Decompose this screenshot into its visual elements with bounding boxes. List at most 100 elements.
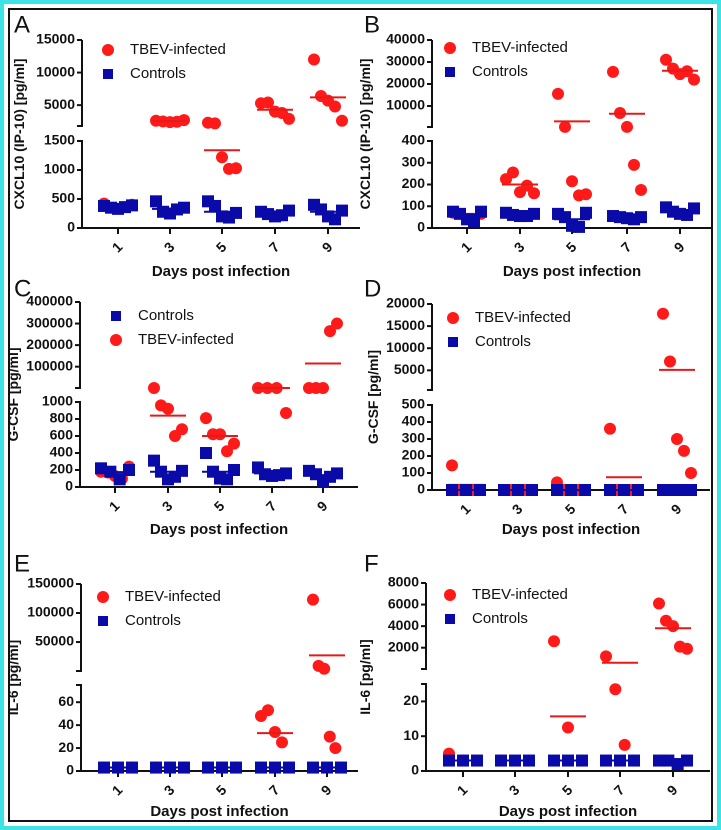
y-tick-label: 15000 xyxy=(36,31,75,47)
x-tick-label: 7 xyxy=(263,498,280,515)
y-tick-label: 200000 xyxy=(26,336,73,352)
infected-point xyxy=(148,382,160,394)
legend-marker-controls xyxy=(448,337,458,347)
x-tick-label: 5 xyxy=(213,239,230,256)
control-point xyxy=(113,473,126,486)
x-tick-label: 9 xyxy=(668,501,685,518)
legend-label: Controls xyxy=(475,333,531,350)
y-tick-label: 60 xyxy=(58,693,74,709)
y-tick-label: 1500 xyxy=(44,132,75,148)
infected-point xyxy=(548,635,560,648)
y-tick-label: 20 xyxy=(58,739,74,755)
infected-point xyxy=(604,422,616,435)
y-axis-title: CXCL10 (IP-10) [pg/ml] xyxy=(11,59,27,210)
x-tick-label: 3 xyxy=(511,239,528,256)
control-point xyxy=(148,454,160,467)
y-tick-label: 20000 xyxy=(386,75,425,91)
legend-marker-infected xyxy=(97,591,109,603)
infected-point xyxy=(331,317,343,330)
y-tick-label: 600 xyxy=(50,427,74,443)
x-tick-label: 9 xyxy=(319,239,336,256)
x-tick-label: 9 xyxy=(318,782,335,799)
panel-e: E 50000 100000 150000 0 20 40 60 1 3 5 7 9 IL-6 [pg/m… xyxy=(5,550,358,820)
y-tick-label: 1000 xyxy=(44,161,75,177)
x-axis-title: Days post infection xyxy=(503,263,641,280)
panel-letter: F xyxy=(364,550,379,577)
legend-marker-controls xyxy=(103,69,113,79)
y-tick-label: 10 xyxy=(403,727,419,743)
control-point xyxy=(150,195,162,208)
infected-point xyxy=(262,704,274,717)
y-tick-label: 100000 xyxy=(27,604,74,620)
infected-point xyxy=(280,407,292,420)
infected-point xyxy=(308,53,320,66)
x-tick-label: 3 xyxy=(506,782,523,799)
infected-point xyxy=(580,188,592,201)
y-tick-label: 4000 xyxy=(388,617,419,633)
infected-point xyxy=(600,650,612,663)
infected-point xyxy=(657,307,669,320)
infected-point xyxy=(566,175,578,188)
x-tick-label: 3 xyxy=(159,498,176,515)
y-tick-label: 10000 xyxy=(36,63,75,79)
infected-point xyxy=(230,162,242,175)
infected-point xyxy=(628,158,640,171)
x-tick-label: 7 xyxy=(266,782,283,799)
infected-point xyxy=(667,620,679,633)
infected-point xyxy=(635,183,647,196)
infected-point xyxy=(621,120,633,133)
infected-point xyxy=(262,96,274,109)
control-point xyxy=(221,473,233,486)
x-tick-label: 3 xyxy=(161,239,178,256)
control-point xyxy=(230,206,242,219)
infected-point xyxy=(685,467,697,479)
panel-letter: B xyxy=(364,11,380,38)
infected-point xyxy=(221,445,233,458)
infected-point xyxy=(329,100,341,113)
x-tick-label: 7 xyxy=(618,239,635,256)
y-tick-label: 10000 xyxy=(386,97,425,113)
control-point xyxy=(200,447,212,459)
y-tick-label: 200 xyxy=(402,175,426,191)
y-tick-label: 5000 xyxy=(394,361,425,377)
x-tick-label: 7 xyxy=(611,782,628,799)
x-axis-title: Days post infection xyxy=(150,521,288,538)
x-tick-label: 5 xyxy=(211,498,228,515)
panel-letter: E xyxy=(14,550,30,577)
x-tick-label: 1 xyxy=(454,782,471,799)
y-tick-label: 40000 xyxy=(386,31,425,47)
infected-point xyxy=(660,53,672,66)
y-axis-title: IL-6 [pg/ml] xyxy=(5,640,21,715)
y-tick-label: 200 xyxy=(402,447,426,463)
x-tick-label: 7 xyxy=(266,239,283,256)
infected-point xyxy=(324,325,336,338)
x-tick-label: 7 xyxy=(615,501,632,518)
y-tick-label: 6000 xyxy=(388,595,419,611)
control-point xyxy=(573,220,585,233)
infected-point xyxy=(216,151,228,164)
legend-label: Controls xyxy=(125,612,181,629)
control-point xyxy=(336,204,348,217)
y-tick-label: 200 xyxy=(50,461,74,477)
panel-letter: A xyxy=(14,11,30,38)
y-tick-label: 500 xyxy=(52,190,76,206)
legend-label: TBEV-infected xyxy=(472,39,568,56)
y-axis-title: G-CSF [pg/ml] xyxy=(365,350,381,444)
infected-point xyxy=(688,73,700,86)
legend-marker-infected xyxy=(444,42,456,54)
panel-letter: D xyxy=(364,275,381,302)
infected-point xyxy=(317,382,329,394)
y-tick-label: 20000 xyxy=(386,295,425,311)
infected-point xyxy=(176,423,188,436)
control-point xyxy=(331,467,343,480)
legend-label: TBEV-infected xyxy=(472,586,568,603)
control-point xyxy=(178,201,190,214)
infected-point xyxy=(664,355,676,368)
infected-point xyxy=(507,166,519,179)
infected-point xyxy=(559,120,571,133)
y-tick-label: 0 xyxy=(67,219,75,235)
legend-marker-controls xyxy=(98,616,108,626)
legend-marker-infected xyxy=(447,312,459,324)
infected-point xyxy=(521,179,533,192)
